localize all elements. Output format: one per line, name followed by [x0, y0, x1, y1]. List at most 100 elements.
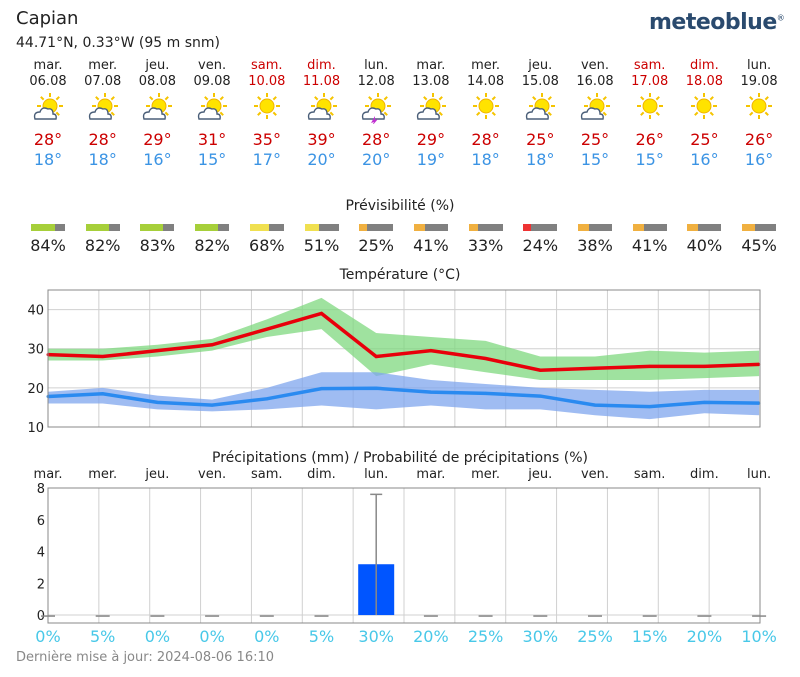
day-column[interactable]: sam. 17.08 26° 15° — [623, 58, 677, 170]
day-name: ven. — [198, 58, 227, 73]
predictability-bar — [31, 224, 65, 231]
precipitation-chart: 0 2 4 6 8 — [37, 482, 767, 624]
max-temperature: 28° — [362, 130, 391, 149]
temperature-point — [265, 397, 269, 401]
max-temperature: 35° — [252, 130, 281, 149]
day-date: 09.08 — [193, 74, 231, 89]
day-column[interactable]: mar. 13.08 29° 19° — [404, 58, 458, 170]
predictability-item: 45% — [732, 224, 786, 255]
predictability-value: 45% — [741, 236, 777, 255]
day-column[interactable]: mar. 06.08 28° 18° — [21, 58, 75, 170]
min-temperature: 15° — [197, 150, 227, 169]
predictability-value: 41% — [631, 236, 668, 255]
day-name: jeu. — [145, 58, 170, 73]
predictability-value: 41% — [413, 236, 449, 255]
sun-cloud-icon — [185, 92, 239, 124]
temperature-chart: 10 20 30 40 — [27, 289, 761, 436]
sun-cloud-icon — [404, 92, 458, 124]
day-column[interactable]: mer. 14.08 28° 18° — [459, 58, 513, 170]
temperature-point — [155, 349, 159, 353]
sun-cloud-icon — [295, 92, 349, 124]
day-column[interactable]: lun. 12.08 28° 20° — [349, 58, 403, 170]
precip-day-label: jeu. — [528, 467, 553, 482]
brand-logo[interactable]: meteoblue® — [649, 10, 785, 35]
sun-cloud-icon — [21, 92, 75, 124]
precipitation-probability: 25% — [577, 627, 613, 646]
temperature-line — [47, 386, 760, 409]
predictability-value: 24% — [522, 236, 559, 255]
precip-day-label: sam. — [633, 467, 666, 482]
predictability-bar — [249, 224, 284, 231]
y-tick-label: 4 — [37, 546, 45, 561]
brand-name: meteoblue — [649, 10, 777, 35]
y-tick-label: 30 — [27, 343, 44, 358]
min-temperature: 18° — [471, 150, 500, 169]
temperature-point — [320, 387, 323, 391]
precipitation-probability: 30% — [358, 627, 394, 646]
y-tick-label: 2 — [37, 577, 45, 592]
min-temperature: 20° — [307, 150, 336, 169]
max-temperature: 28° — [471, 130, 500, 149]
precip-day-label: mer. — [88, 467, 118, 482]
temperature-point — [484, 357, 488, 360]
day-name: mer. — [88, 58, 118, 73]
temperature-point — [593, 366, 597, 370]
sun-icon — [732, 92, 786, 124]
day-column[interactable]: dim. 18.08 25° 16° — [677, 58, 731, 170]
temperature-point — [429, 390, 433, 394]
precipitation-probability: 20% — [413, 627, 449, 646]
predictability-bar — [578, 224, 612, 231]
last-update: Dernière mise à jour: 2024-08-06 16:10 — [16, 650, 275, 665]
y-tick-label: 0 — [37, 609, 45, 624]
day-column[interactable]: lun. 19.08 26° 16° — [732, 58, 786, 170]
min-temperature: 18° — [88, 150, 117, 169]
min-temperature: 16° — [744, 150, 774, 169]
predictability-bar — [687, 224, 722, 231]
predictability-bar — [523, 224, 558, 231]
sun-icon — [240, 92, 294, 124]
predictability-item: 68% — [240, 224, 294, 255]
precipitation-probability: 25% — [467, 627, 504, 646]
y-tick-label: 10 — [27, 421, 44, 436]
day-date: 12.08 — [357, 74, 395, 89]
max-temperature: 25° — [690, 130, 719, 149]
precipitation-probability: 5% — [89, 627, 116, 646]
sun-cloud-icon — [568, 92, 622, 124]
temperature-chart-title: Température (°C) — [339, 267, 461, 283]
temperature-point — [538, 394, 542, 398]
day-column[interactable]: sam. 10.08 35° 17° — [240, 58, 294, 170]
day-column[interactable]: dim. 11.08 39° 20° — [295, 58, 349, 170]
temperature-point — [702, 364, 706, 368]
min-temperature: 18° — [33, 150, 63, 169]
predictability-item: 38% — [568, 224, 622, 255]
temperature-point — [429, 349, 433, 353]
precip-day-label: lun. — [746, 467, 772, 482]
precip-day-label: ven. — [580, 467, 610, 482]
min-temperature: 19° — [416, 150, 446, 169]
predictability-value: 84% — [30, 236, 66, 255]
predictability-value: 82% — [84, 236, 121, 255]
day-date: 11.08 — [302, 74, 341, 89]
predictability-bar — [304, 224, 339, 231]
day-name: mar. — [33, 58, 63, 73]
precip-day-label: dim. — [307, 467, 336, 482]
location-coordinates: 44.71°N, 0.33°W (95 m snm) — [16, 35, 220, 51]
predictability-bar — [85, 224, 120, 231]
sun-cloud-icon — [76, 92, 130, 124]
predictability-item: 33% — [459, 224, 513, 255]
day-column[interactable]: jeu. 15.08 25° 18° — [513, 58, 567, 170]
day-date: 17.08 — [631, 74, 669, 89]
sun-cloud-icon — [513, 92, 567, 124]
day-column[interactable]: jeu. 08.08 29° 16° — [130, 58, 184, 170]
y-tick-label: 20 — [27, 382, 44, 397]
day-column[interactable]: ven. 16.08 25° 15° — [568, 58, 622, 170]
temperature-point — [702, 400, 706, 404]
predictability-bar — [140, 224, 175, 231]
temperature-point — [484, 391, 488, 395]
predictability-value: 83% — [139, 236, 176, 255]
day-column[interactable]: ven. 09.08 31° 15° — [185, 58, 239, 170]
predictability-item: 82% — [76, 224, 130, 255]
day-column[interactable]: mer. 07.08 28° 18° — [76, 58, 130, 170]
predictability-item: 41% — [404, 224, 458, 255]
predictability-item: 84% — [21, 224, 75, 255]
